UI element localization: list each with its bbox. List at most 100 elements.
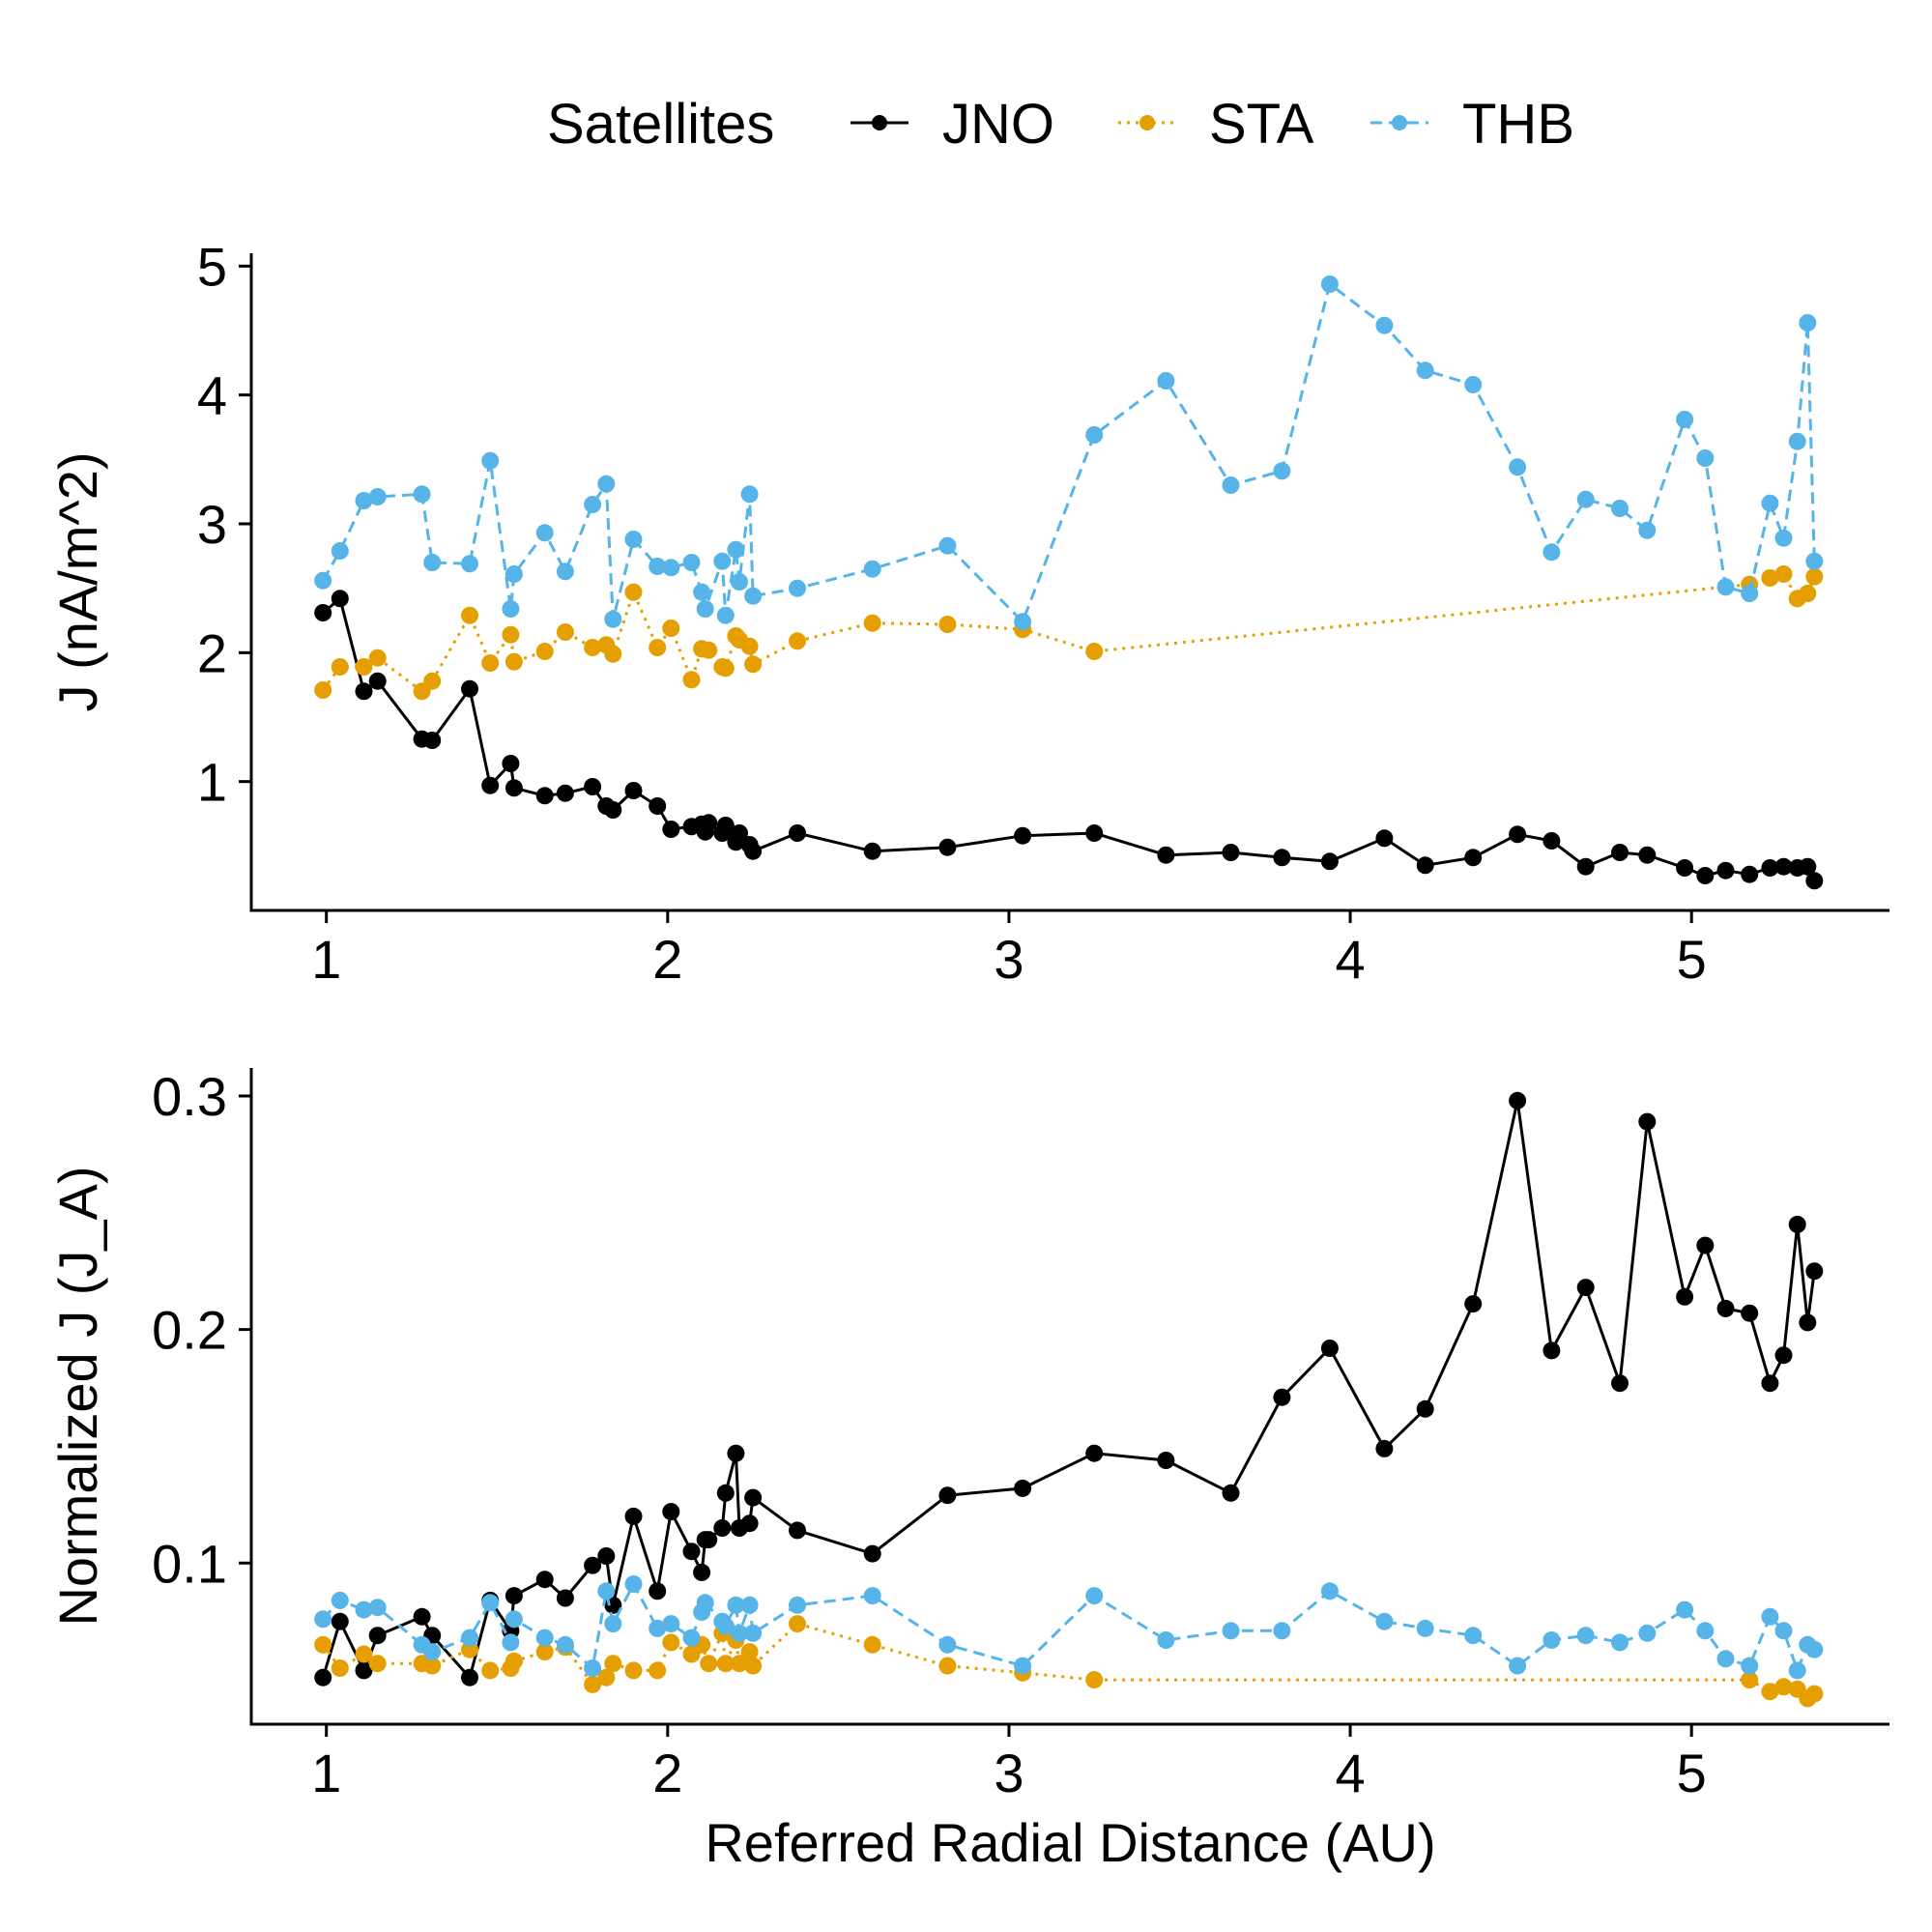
p2-point-sta-31 xyxy=(1085,1671,1104,1689)
p1-point-thb-21 xyxy=(713,552,732,570)
p1-point-jno-7 xyxy=(481,776,500,794)
p2-point-jno-30 xyxy=(938,1486,957,1505)
p2-point-sta-5 xyxy=(423,1657,442,1675)
p1-point-sta-17 xyxy=(662,620,680,637)
p1-point-sta-18 xyxy=(682,671,701,689)
p1-point-thb-30 xyxy=(1014,613,1032,631)
p1-point-jno-9 xyxy=(505,779,523,797)
p2-point-thb-52 xyxy=(1805,1640,1824,1658)
p1-point-jno-42 xyxy=(1576,857,1595,876)
p1-point-thb-8 xyxy=(502,600,520,618)
p2-point-thb-18 xyxy=(682,1629,701,1647)
legend-item-sta: STA xyxy=(1118,93,1314,156)
p2-point-sta-33 xyxy=(1761,1683,1779,1701)
p1-series-line-thb xyxy=(321,282,1816,623)
p1-point-sta-6 xyxy=(461,606,478,624)
p2-point-thb-43 xyxy=(1638,1624,1657,1642)
p1-point-thb-9 xyxy=(505,565,523,583)
p1-point-thb-10 xyxy=(535,524,554,542)
legend-key-point-jno xyxy=(872,115,887,130)
p1-point-thb-7 xyxy=(481,451,500,470)
p1-point-jno-2 xyxy=(355,682,373,701)
p2-point-jno-43 xyxy=(1611,1374,1629,1393)
p2-point-jno-45 xyxy=(1676,1287,1694,1306)
p1-point-thb-11 xyxy=(556,562,574,581)
p2-point-thb-8 xyxy=(502,1633,520,1652)
p2-point-thb-9 xyxy=(505,1610,523,1629)
p1-series-line-sta xyxy=(321,572,1816,693)
p2-point-thb-0 xyxy=(314,1610,332,1629)
p2-point-thb-25 xyxy=(740,1596,759,1614)
p1-point-thb-14 xyxy=(604,610,622,628)
p2-point-thb-34 xyxy=(1273,1622,1291,1640)
p1-y-tick-label-4: 4 xyxy=(197,365,227,426)
p2-point-jno-52 xyxy=(1799,1313,1817,1332)
p1-point-thb-12 xyxy=(584,496,602,513)
p1-point-jno-14 xyxy=(604,801,622,819)
p2-series-jno xyxy=(314,1091,1824,1687)
p2-point-thb-6 xyxy=(461,1629,478,1647)
panel-current-density: 1 2 3 4 5 1 2 3 4 5 J (nA/m^2) xyxy=(47,236,1889,990)
p1-point-sta-27 xyxy=(789,632,806,650)
p2-point-thb-49 xyxy=(1774,1622,1793,1640)
p1-point-jno-5 xyxy=(423,732,442,749)
p1-point-jno-40 xyxy=(1509,825,1527,844)
p2-point-thb-27 xyxy=(789,1596,806,1614)
panel-normalized-current-density: 1 2 3 4 5 0.1 0.2 0.3 Normalized J (J_A) Referred… xyxy=(47,1066,1889,1873)
p1-point-jno-0 xyxy=(314,604,332,621)
p2-point-jno-40 xyxy=(1509,1091,1527,1110)
p1-point-sta-29 xyxy=(938,616,957,633)
p1-point-sta-7 xyxy=(481,654,500,672)
p1-point-sta-3 xyxy=(368,649,387,667)
p2-point-thb-5 xyxy=(423,1643,442,1661)
p2-point-sta-32 xyxy=(1741,1671,1759,1689)
p2-point-thb-35 xyxy=(1320,1582,1339,1600)
p1-point-jno-23 xyxy=(716,817,735,834)
p1-point-jno-35 xyxy=(1273,849,1291,867)
p1-point-thb-45 xyxy=(1696,449,1715,467)
p1-point-sta-34 xyxy=(1774,565,1793,583)
p2-point-thb-40 xyxy=(1543,1631,1561,1649)
p1-point-jno-25 xyxy=(731,824,748,842)
p2-point-thb-17 xyxy=(662,1615,680,1633)
p1-point-thb-0 xyxy=(314,571,332,590)
p1-point-thb-28 xyxy=(863,560,881,578)
p2-point-jno-19 xyxy=(693,1563,711,1581)
p2-point-jno-1 xyxy=(331,1612,349,1630)
p2-point-jno-9 xyxy=(505,1587,523,1605)
p1-point-thb-43 xyxy=(1638,521,1657,539)
p2-point-thb-46 xyxy=(1716,1650,1735,1668)
p2-point-jno-37 xyxy=(1375,1439,1394,1457)
p2-point-jno-3 xyxy=(368,1627,387,1645)
p2-point-jno-18 xyxy=(682,1543,701,1561)
p1-point-sta-15 xyxy=(624,583,643,601)
p2-point-thb-38 xyxy=(1464,1627,1483,1645)
legend-key-point-sta xyxy=(1139,115,1155,130)
p1-point-thb-48 xyxy=(1761,494,1779,512)
p1-point-thb-26 xyxy=(744,587,763,605)
p2-point-thb-44 xyxy=(1676,1600,1694,1619)
p2-point-jno-53 xyxy=(1805,1262,1824,1281)
p1-point-sta-5 xyxy=(423,672,442,690)
p2-point-jno-48 xyxy=(1741,1304,1759,1322)
p2-point-sta-13 xyxy=(597,1668,616,1687)
p2-point-thb-41 xyxy=(1576,1627,1595,1645)
p1-x-tick-label-2: 2 xyxy=(652,929,682,990)
p1-point-thb-24 xyxy=(731,573,748,591)
p1-point-thb-22 xyxy=(716,606,735,624)
p1-point-thb-2 xyxy=(355,492,373,509)
p1-y-tick-label-1: 1 xyxy=(197,752,227,813)
p1-point-thb-32 xyxy=(1157,372,1175,389)
p1-point-thb-27 xyxy=(789,579,806,597)
p1-point-sta-2 xyxy=(355,658,373,676)
p1-point-thb-44 xyxy=(1676,411,1694,428)
p2-point-jno-17 xyxy=(662,1503,680,1521)
p2-x-tick-label-1: 1 xyxy=(311,1743,341,1803)
p2-point-jno-27 xyxy=(744,1488,763,1507)
p1-point-sta-31 xyxy=(1085,643,1104,660)
p2-point-jno-28 xyxy=(789,1521,806,1540)
legend-label-jno: JNO xyxy=(942,93,1054,156)
p2-point-sta-28 xyxy=(863,1635,881,1654)
p2-point-thb-3 xyxy=(368,1599,387,1617)
p1-point-thb-46 xyxy=(1716,578,1735,596)
